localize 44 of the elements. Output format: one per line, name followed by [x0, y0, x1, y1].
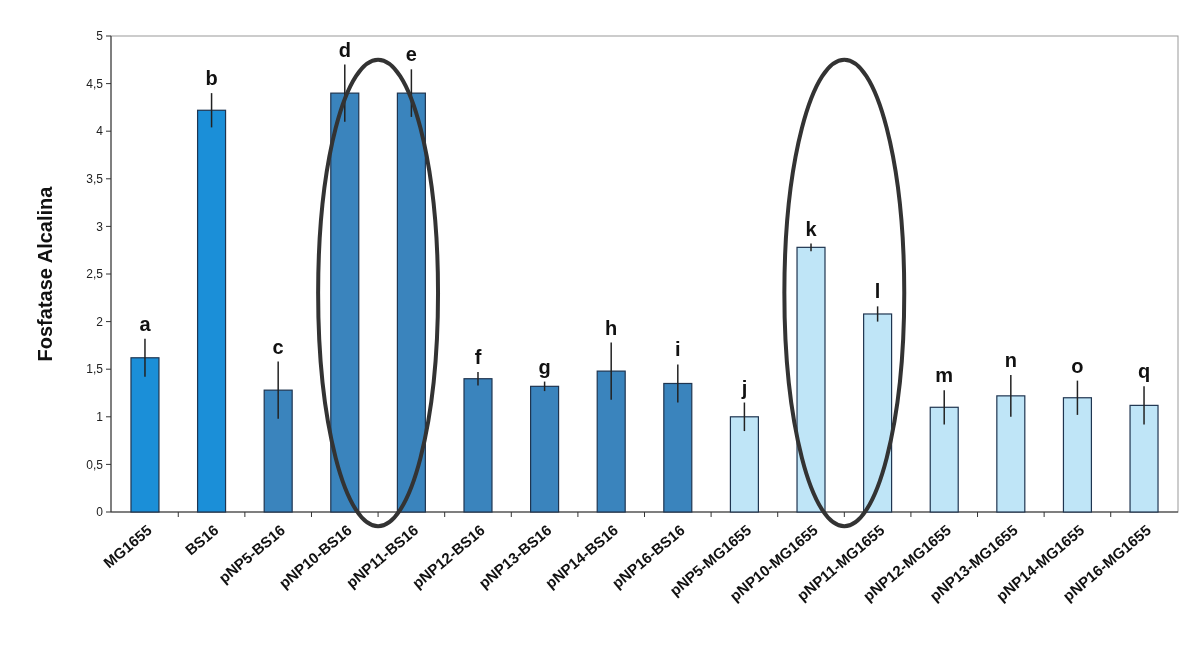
- annotation: d: [338, 38, 351, 61]
- bar: [596, 370, 626, 513]
- annotation: f: [474, 346, 482, 369]
- y-tick-label: 0: [96, 505, 104, 520]
- annotation: l: [874, 280, 881, 303]
- annotation: c: [272, 335, 284, 358]
- annotation: q: [1137, 360, 1151, 383]
- y-tick-label: 2,5: [86, 267, 104, 282]
- y-tick-label: 4,5: [86, 76, 104, 91]
- bar: [1129, 404, 1159, 513]
- annotation: j: [740, 376, 748, 399]
- bar: [929, 406, 959, 513]
- bar: [463, 378, 493, 513]
- bar: [663, 382, 693, 513]
- y-tick-label: 1,5: [86, 362, 104, 377]
- annotation: g: [538, 355, 551, 378]
- annotation: m: [935, 364, 954, 387]
- bar: [1062, 397, 1093, 513]
- bar: [130, 357, 160, 513]
- bar: [263, 389, 293, 513]
- y-tick-label: 3: [96, 219, 104, 234]
- bar: [396, 92, 426, 513]
- y-axis-title: Fosfatase Alcalina: [34, 185, 56, 362]
- y-tick-label: 2: [96, 314, 104, 329]
- annotation: b: [205, 67, 218, 90]
- bar: [330, 92, 360, 513]
- y-tick-label: 3,5: [86, 172, 104, 186]
- y-tick-label: 1: [96, 410, 104, 424]
- y-tick-label: 5: [96, 29, 104, 44]
- annotation: n: [1004, 348, 1017, 371]
- annotation: h: [605, 316, 618, 339]
- bar: [996, 395, 1026, 513]
- annotation: o: [1071, 354, 1084, 377]
- annotation: k: [805, 217, 818, 240]
- bar: [196, 109, 227, 513]
- bar: [863, 313, 893, 513]
- annotation: e: [405, 43, 417, 66]
- bar: [796, 246, 826, 513]
- annotation: a: [139, 312, 152, 335]
- bar: [530, 385, 560, 513]
- annotation: i: [675, 338, 681, 361]
- bar: [729, 416, 759, 513]
- y-tick-label: 4: [96, 124, 104, 139]
- y-tick-label: 0,5: [86, 457, 104, 472]
